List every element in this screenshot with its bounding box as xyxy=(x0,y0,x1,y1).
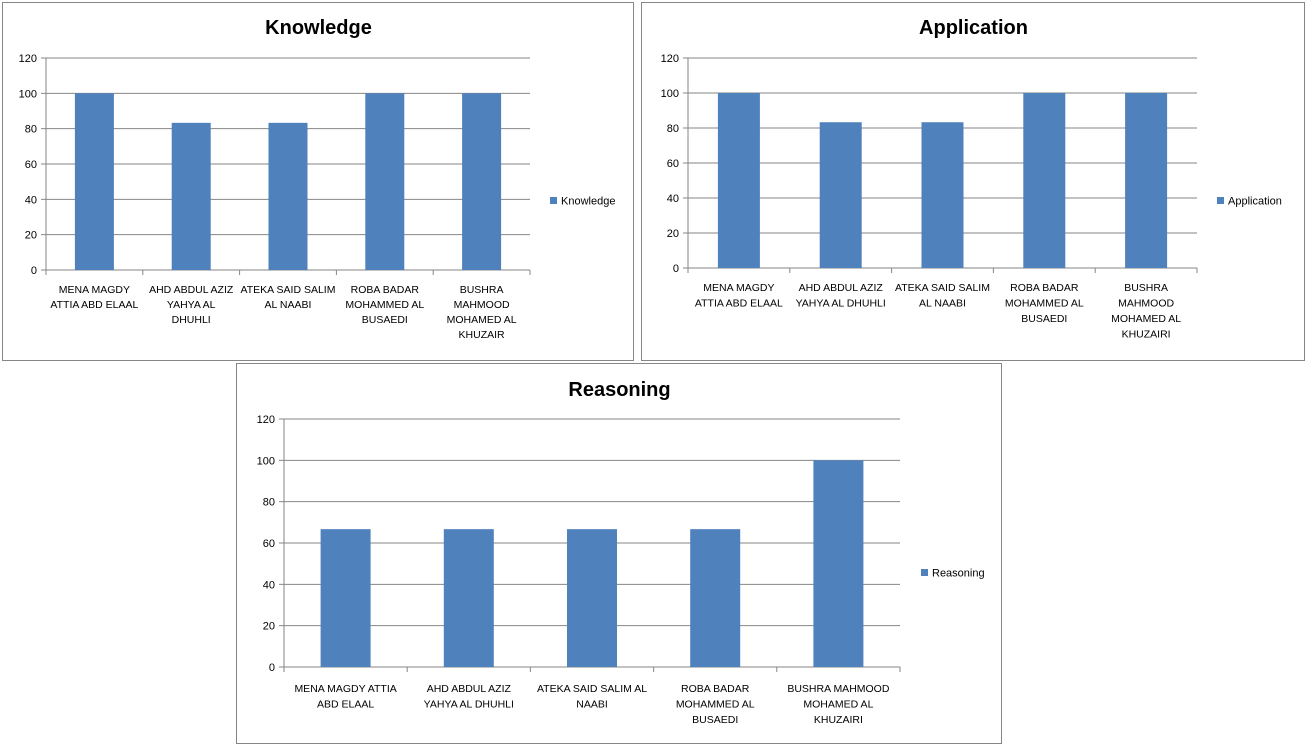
reasoning-y-tick-label: 60 xyxy=(263,538,275,550)
reasoning-chart-title: Reasoning xyxy=(568,379,670,401)
reasoning-category-label: ATEKA SAID SALIM AL NAABI xyxy=(537,683,647,711)
knowledge-chart-title: Knowledge xyxy=(265,17,372,39)
reasoning-y-tick-label: 80 xyxy=(263,497,275,509)
reasoning-chart-panel: Reasoning 0 20 40 60 80 100 120 MENA MAGDY ATTIA… xyxy=(236,363,1002,744)
knowledge-y-tick-label: 60 xyxy=(25,159,37,171)
application-y-tick-label: 80 xyxy=(667,123,679,135)
reasoning-bar xyxy=(443,529,494,667)
knowledge-y-tick-label: 100 xyxy=(19,88,37,100)
application-y-tick-label: 60 xyxy=(667,158,679,170)
knowledge-y-tick-label: 0 xyxy=(31,265,37,277)
reasoning-legend-label: Reasoning xyxy=(932,568,985,580)
application-category-label: BUSHRA MAHMOOD MOHAMED AL KHUZAIRI xyxy=(1111,282,1181,341)
reasoning-category-label: ROBA BADAR MOHAMMED AL BUSAEDI xyxy=(676,683,755,726)
knowledge-y-tick-label: 80 xyxy=(25,124,37,136)
knowledge-category-label: AHD ABDUL AZIZ YAHYA AL DHUHLI xyxy=(149,284,234,326)
knowledge-bar xyxy=(365,93,405,270)
reasoning-y-tick-label: 20 xyxy=(263,621,275,633)
reasoning-bar xyxy=(690,529,741,667)
reasoning-bar xyxy=(320,529,371,667)
knowledge-category-label: BUSHRA MAHMOOD MOHAMED AL KHUZAIR xyxy=(447,284,517,341)
application-legend-label: Application xyxy=(1228,196,1282,208)
reasoning-y-tick-label: 40 xyxy=(263,579,275,591)
knowledge-bar xyxy=(462,93,502,270)
knowledge-legend-swatch xyxy=(550,197,557,204)
reasoning-chart: Reasoning 0 20 40 60 80 100 120 MENA MAGDY ATTIA… xyxy=(257,379,985,726)
application-category-label: ATEKA SAID SALIM AL NAABI xyxy=(895,282,990,310)
knowledge-legend-label: Knowledge xyxy=(561,196,615,208)
application-bar xyxy=(921,122,964,268)
reasoning-legend-swatch xyxy=(921,569,928,576)
application-y-tick-label: 40 xyxy=(667,193,679,205)
knowledge-y-tick-label: 40 xyxy=(25,194,37,206)
reasoning-y-tick-label: 100 xyxy=(257,455,275,467)
application-chart-panel: Application 0 20 40 60 80 100 120 MENA MAGDY ATTI… xyxy=(641,2,1305,361)
application-bar xyxy=(819,122,862,268)
knowledge-bar xyxy=(171,122,211,270)
application-chart-title: Application xyxy=(919,17,1028,39)
application-y-tick-label: 0 xyxy=(673,263,679,275)
knowledge-bar xyxy=(268,122,308,270)
knowledge-y-tick-label: 120 xyxy=(19,53,37,65)
application-category-label: ROBA BADAR MOHAMMED AL BUSAEDI xyxy=(1005,282,1084,325)
knowledge-y-tick-label: 20 xyxy=(25,230,37,242)
knowledge-chart-panel: Knowledge 0 20 40 60 80 100 120 MENA MAGDY ATTIA … xyxy=(2,2,634,361)
knowledge-category-label: ATEKA SAID SALIM AL NAABI xyxy=(241,284,336,311)
application-bar xyxy=(1023,93,1066,268)
application-y-tick-label: 100 xyxy=(661,88,679,100)
reasoning-category-label: AHD ABDUL AZIZ YAHYA AL DHUHLI xyxy=(424,683,514,711)
reasoning-category-label: BUSHRA MAHMOOD MOHAMED AL KHUZAIRI xyxy=(787,683,890,726)
reasoning-category-label: MENA MAGDY ATTIA ABD ELAAL xyxy=(294,683,396,711)
reasoning-bar xyxy=(567,529,617,667)
knowledge-category-label: ROBA BADAR MOHAMMED AL BUSAEDI xyxy=(345,284,424,326)
application-legend-swatch xyxy=(1217,197,1224,204)
knowledge-bar xyxy=(74,93,114,270)
application-y-tick-label: 20 xyxy=(667,228,679,240)
reasoning-y-tick-label: 120 xyxy=(257,414,275,426)
application-bar xyxy=(1125,93,1168,268)
application-bar xyxy=(717,93,760,268)
application-y-tick-label: 120 xyxy=(661,53,679,65)
application-category-label: MENA MAGDY ATTIA ABD ELAAL xyxy=(695,282,783,310)
application-chart: Application 0 20 40 60 80 100 120 MENA MAGDY ATTI… xyxy=(661,17,1282,341)
knowledge-chart: Knowledge 0 20 40 60 80 100 120 MENA MAGDY ATTIA … xyxy=(19,17,616,341)
reasoning-bar xyxy=(813,460,864,667)
reasoning-y-tick-label: 0 xyxy=(269,662,275,674)
knowledge-category-label: MENA MAGDY ATTIA ABD ELAAL xyxy=(50,284,138,311)
application-category-label: AHD ABDUL AZIZ YAHYA AL DHUHLI xyxy=(796,282,886,310)
